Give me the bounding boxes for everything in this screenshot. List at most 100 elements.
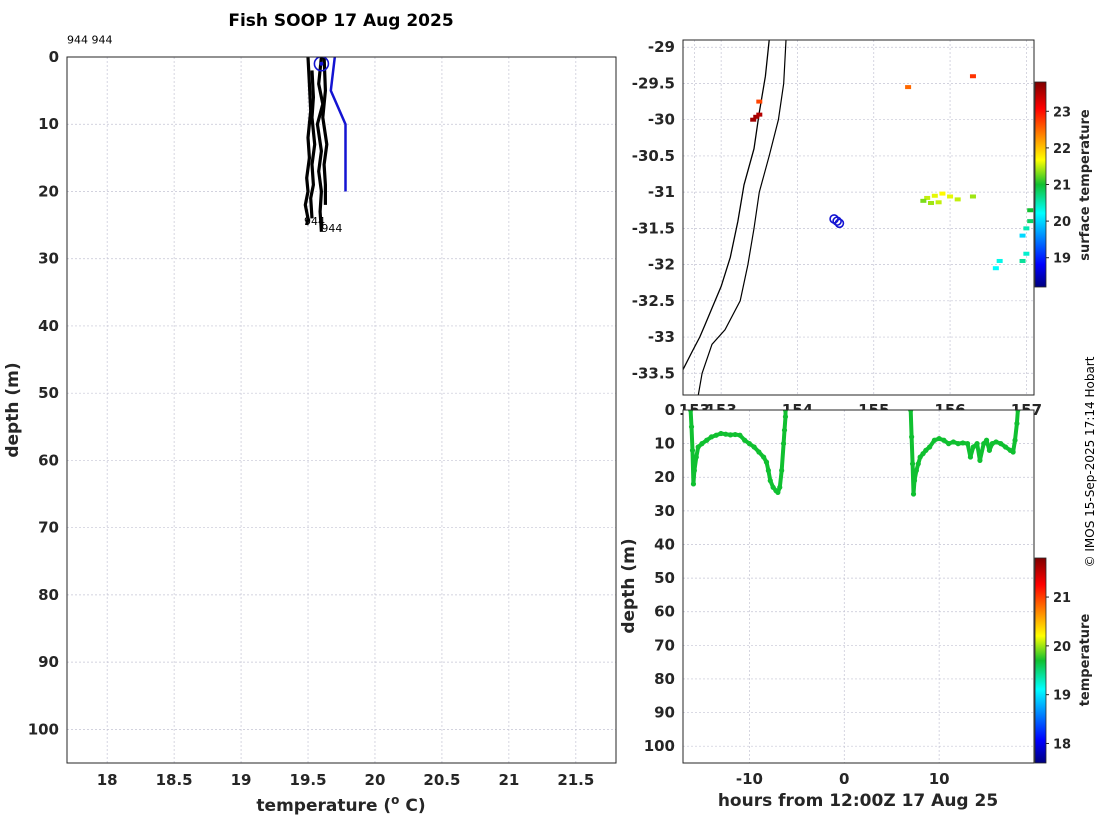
figure-title: Fish SOOP 17 Aug 2025 [228,11,453,31]
map-y-tick-label: -31 [648,183,675,201]
map-colorbar-label: surface temperature [1078,109,1093,261]
section-data-point [974,441,980,447]
map-temperature-point [920,198,927,203]
profile-series [303,57,347,232]
section-data-point [723,431,729,437]
section-data-point [986,447,993,453]
section-data-point [911,478,918,484]
map-temperature-point [753,114,760,119]
section-data-point [781,427,788,433]
section-data-point [993,439,999,445]
section-colorbar-tick-label: 20 [1053,640,1071,655]
profile-x-tick-label: 19 [231,771,252,789]
map-temperature-point [750,117,757,122]
section-data-point [775,489,781,495]
profile-y-tick-label: 20 [38,182,59,200]
profile-xlabel-tail: C) [399,796,425,816]
section-data-point [915,461,921,467]
section-x-tick-label: -10 [736,770,763,788]
section-data-point [727,432,734,438]
section-data-point [695,444,701,450]
map-y-tick-label: -32 [648,256,675,274]
section-data-point [746,441,753,447]
section-data-point [909,461,916,467]
section-data-point [910,491,917,497]
map-temperature-point [939,191,946,196]
section-y-tick-label: 50 [654,569,675,587]
section-colorbar-tick-label: 18 [1053,737,1071,752]
section-y-tick-label: 70 [654,636,675,654]
map-shelf-contour [697,40,787,395]
section-data-point [960,440,966,446]
section-data-point [977,457,983,464]
map-vessel-position [832,216,842,226]
profile-series-line [309,70,317,219]
map-panel: 153153154155156157 -29-29.5-30-30.5-31-3… [632,38,1093,419]
profile-plot-area [67,57,616,763]
map-temperature-point [947,194,954,199]
profile-x-axis-label: temperature (o C) [256,793,425,816]
section-data-point [763,459,770,465]
section-data-point [998,441,1004,447]
section-colorbar-ticks: 18 19 20 21 [1046,591,1071,752]
profile-x-tick-label: 18 [97,771,118,789]
profile-xlabel-head: temperature ( [256,796,391,816]
section-grid [683,409,1034,763]
section-data-point [946,441,952,447]
section-data-point [693,454,699,460]
profile-x-tick-label: 20 [365,771,386,789]
section-data-point [704,437,710,443]
section-data-point [936,435,942,442]
map-colorbar-tick-label: 21 [1053,179,1071,194]
section-y-tick-label: 20 [654,468,675,486]
section-data-point [908,410,914,413]
section-colorbar-tick-label: 21 [1053,591,1071,606]
map-temperature-point [924,195,931,200]
profile-annotation: 944 [304,215,325,228]
map-colorbar-ticks: 19 20 21 22 23 [1046,105,1071,267]
section-y-tick-label: 90 [654,704,675,722]
map-vessel-position [834,218,845,229]
profile-x-tick-label: 21 [498,771,519,789]
section-data-point [691,467,697,474]
section-y-ticks: 0 10 20 30 40 50 60 70 80 90 100 [644,401,675,755]
profile-y-tick-label: 80 [38,586,59,604]
section-y-tick-label: 10 [654,435,675,453]
profile-grid [67,56,616,763]
section-data-point [689,447,696,453]
section-plot-area [683,410,1034,763]
profile-y-tick-label: 60 [38,451,59,469]
section-y-tick-label: 40 [654,535,675,553]
section-data-point [761,454,767,460]
section-panel: -10 0 10 0 10 20 30 40 50 60 70 80 90 100 hours from… [619,401,1093,811]
map-colorbar-tick-label: 22 [1053,142,1071,157]
section-data-point [780,441,787,447]
map-y-tick-label: -33 [648,328,675,346]
map-colorbar [1034,81,1047,288]
section-data-point [913,467,919,474]
map-y-tick-label: -30.5 [632,147,675,165]
map-points [750,74,1034,271]
map-y-tick-label: -29 [648,38,675,56]
section-data-point [751,444,757,450]
profile-frame [66,56,617,764]
map-temperature-point [969,74,976,79]
section-data-point [718,430,724,437]
map-y-tick-label: -31.5 [632,219,675,237]
map-frame [682,39,1035,396]
profile-y-tick-label: 0 [49,48,59,66]
profile-series-line [315,57,325,232]
map-temperature-point [931,193,938,198]
profile-position-marker-dot [319,61,324,66]
section-data-point [782,410,789,413]
map-grid [683,40,1034,395]
section-data-point [964,441,971,447]
map-temperature-point [927,201,934,206]
map-y-ticks: -29 -29.5 -30 -30.5 -31 -31.5 -32 -32.5 -33 -33.5 [632,38,675,382]
profile-annotation: 944 944 [67,34,113,47]
profile-y-tick-label: 70 [38,519,59,537]
section-data-point [931,437,937,443]
profile-y-ticks: 0 10 20 30 40 50 60 70 80 90 100 [28,48,59,738]
